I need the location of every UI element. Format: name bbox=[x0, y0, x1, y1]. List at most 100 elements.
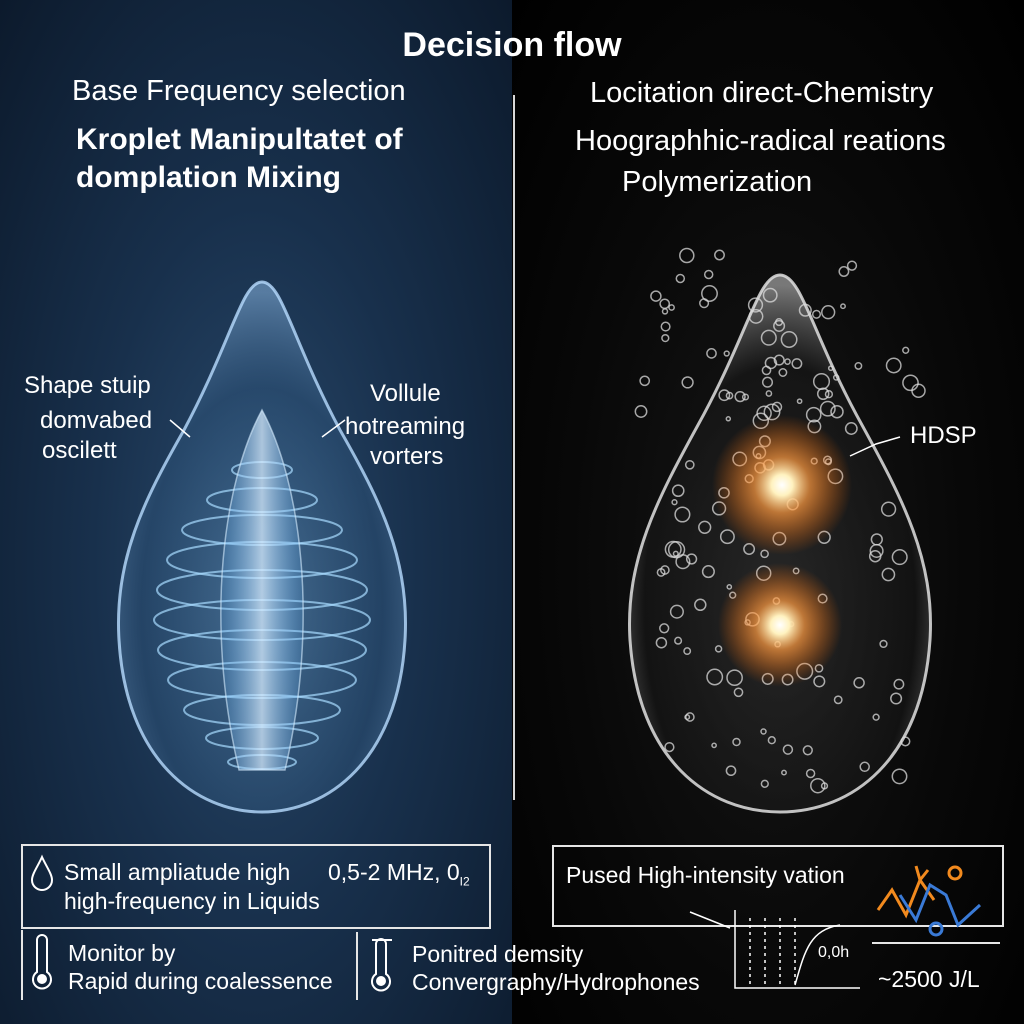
bubble bbox=[762, 287, 778, 303]
bubble bbox=[900, 736, 911, 747]
bubble bbox=[893, 678, 905, 690]
hotspot-upper bbox=[712, 415, 852, 555]
bubble bbox=[685, 712, 695, 722]
hotspot-lower bbox=[718, 563, 842, 687]
bubble bbox=[791, 358, 803, 370]
bubble bbox=[681, 376, 694, 389]
bubble bbox=[816, 387, 830, 401]
bubble bbox=[813, 675, 826, 688]
monitor-line2: Rapid during coalessence bbox=[68, 968, 333, 994]
box-top-left-line1: Small ampliatude high bbox=[64, 859, 291, 885]
bubble bbox=[880, 501, 897, 517]
bubble bbox=[671, 499, 678, 506]
zigzag-graph-icon bbox=[876, 865, 982, 937]
callout-left-line3: oscilett bbox=[42, 437, 117, 464]
bubble bbox=[674, 506, 691, 523]
bubble bbox=[844, 422, 858, 435]
bubble bbox=[782, 744, 794, 755]
bubble bbox=[723, 350, 730, 357]
bubble bbox=[733, 687, 744, 698]
bubble bbox=[833, 695, 843, 705]
bubble bbox=[760, 728, 767, 735]
thermometer-icon bbox=[371, 938, 392, 992]
bubble bbox=[820, 782, 829, 790]
bubble bbox=[671, 484, 685, 498]
monitor-line1: Monitor by bbox=[68, 940, 176, 966]
bubble bbox=[655, 636, 668, 649]
bubble bbox=[747, 297, 764, 313]
bubble bbox=[798, 303, 812, 317]
callout-left-line2: domvabed bbox=[40, 407, 153, 434]
plot-label: 0,0h bbox=[818, 944, 850, 961]
density-line2: Convergraphy/Hydrophones bbox=[412, 969, 700, 995]
bubble bbox=[805, 406, 822, 423]
bubble bbox=[726, 669, 743, 687]
bubble bbox=[891, 549, 908, 566]
bubble bbox=[832, 374, 840, 381]
bubble bbox=[767, 736, 776, 745]
bubble bbox=[683, 647, 692, 656]
bubble bbox=[891, 768, 908, 785]
bubble bbox=[846, 260, 858, 271]
bubble bbox=[669, 604, 684, 619]
bubble bbox=[911, 383, 926, 398]
bubble bbox=[902, 374, 919, 392]
bubble bbox=[650, 290, 662, 302]
bubble bbox=[830, 404, 844, 419]
bubble bbox=[859, 761, 870, 773]
center-divider bbox=[513, 95, 515, 800]
bubble bbox=[734, 390, 746, 403]
box-top-right-frame bbox=[552, 845, 1004, 927]
callout-arrow-right bbox=[321, 419, 346, 438]
bubble bbox=[761, 376, 774, 388]
bubble bbox=[634, 405, 648, 418]
bubble bbox=[684, 459, 695, 470]
bubble bbox=[760, 779, 769, 788]
bubble bbox=[765, 390, 773, 397]
bubble bbox=[706, 348, 717, 359]
right-heading: Locitation direct-Chemistry bbox=[590, 77, 934, 109]
bubble bbox=[784, 358, 791, 365]
frequency-value: 0,5-2 MHz, 0 bbox=[328, 859, 460, 885]
bubble bbox=[902, 346, 910, 354]
bubble bbox=[879, 639, 888, 649]
bubble bbox=[719, 529, 735, 545]
right-subheading-line2: Polymerization bbox=[622, 166, 813, 198]
bubble bbox=[853, 677, 865, 689]
bubble bbox=[890, 692, 903, 705]
bubble bbox=[811, 309, 822, 319]
flow-arrow bbox=[689, 911, 731, 929]
callout-right-line3: vorters bbox=[370, 443, 444, 470]
bubble bbox=[701, 565, 715, 579]
bubble bbox=[725, 765, 737, 777]
bubble bbox=[664, 741, 675, 753]
bubble bbox=[659, 623, 670, 634]
bubble bbox=[778, 368, 788, 377]
bubble bbox=[698, 520, 712, 534]
bubble bbox=[685, 553, 698, 565]
bubble bbox=[771, 401, 783, 413]
callout-right-line2: hotreaming bbox=[345, 413, 466, 440]
bubble bbox=[711, 742, 717, 749]
thermometer-icon bbox=[32, 934, 52, 990]
page-title: Decision flow bbox=[402, 26, 622, 64]
droplet-icon bbox=[30, 854, 54, 892]
bubble bbox=[773, 319, 786, 332]
bubble bbox=[714, 249, 725, 261]
hdsp-label: HDSP bbox=[910, 422, 977, 449]
bubble bbox=[773, 354, 785, 366]
bubble bbox=[668, 304, 675, 311]
bubble bbox=[805, 768, 816, 779]
pulsed-label: Pused High-intensity vation bbox=[566, 862, 845, 888]
box-top-left-frequency: 0,5-2 MHz, 0I2 bbox=[328, 859, 470, 896]
bubble bbox=[639, 375, 651, 387]
bubble bbox=[684, 714, 691, 721]
box-top-left-line2: high-frequency in Liquids bbox=[64, 888, 320, 914]
vortex-core bbox=[220, 408, 304, 771]
bubble bbox=[675, 554, 691, 570]
hdsp-pointer bbox=[849, 436, 901, 457]
bubble bbox=[812, 372, 831, 391]
bubble bbox=[838, 266, 850, 277]
energy-value: ~2500 J/L bbox=[878, 966, 980, 992]
